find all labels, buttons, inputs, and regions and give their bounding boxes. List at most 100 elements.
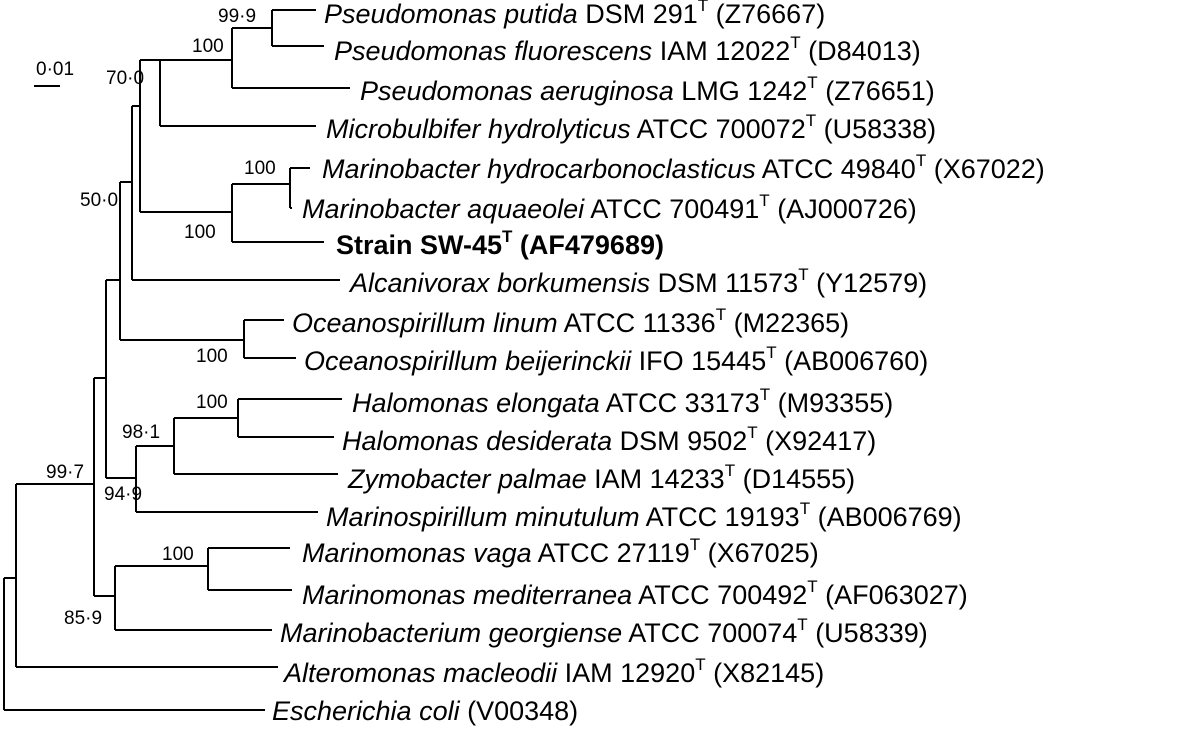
taxon-label: Escherichia coli (V00348) [272,696,578,726]
taxon-label: Marinospirillum minutulum ATCC 19193T (A… [326,499,962,532]
taxon-strain: ATCC 700072 [631,114,806,144]
taxon-genus: Zymobacter palmae [347,464,587,494]
taxon-label: Marinomonas vaga ATCC 27119T (X67025) [302,535,819,568]
type-strain-mark: T [725,461,735,480]
taxon-accession: (AB006760) [777,346,929,376]
bootstrap-label: 100 [192,36,224,57]
type-strain-mark: T [798,265,808,284]
type-strain-mark: T [807,73,817,92]
taxon-genus: Halomonas desiderata [342,426,612,456]
scale-bar-label: 0·01 [36,59,74,80]
taxon-accession: (AB006769) [810,502,962,532]
type-strain-mark: T [790,33,800,52]
bootstrap-label: 98·1 [122,422,160,443]
taxon-label: Pseudomonas aeruginosa LMG 1242T (Z76651… [360,73,935,106]
taxon-strain: IAM 12920 [557,658,695,688]
taxon-label: Halomonas elongata ATCC 33173T (M93355) [352,385,893,418]
taxon-strain: ATCC 11336 [558,308,716,338]
bootstrap-label: 70·0 [106,68,144,89]
taxon-accession: (X92417) [758,426,877,456]
taxon-accession: (U58338) [816,114,936,144]
taxon-accession: (X67022) [926,154,1045,184]
taxon-genus: Halomonas elongata [352,388,600,418]
taxon-strain: ATCC 700074 [622,618,797,648]
taxon-label: Pseudomonas putida DSM 291T (Z76667) [324,0,825,29]
taxon-accession: (D14555) [735,464,855,494]
taxon-genus: Oceanospirillum linum [292,308,558,338]
taxon-label: Alteromonas macleodii IAM 12920T (X82145… [282,655,824,688]
taxon-accession: (X82145) [706,658,825,688]
type-strain-mark: T [698,0,708,15]
taxon-strain: DSM 9502 [612,426,747,456]
taxon-accession: (D84013) [801,36,921,66]
bootstrap-label: 85·9 [64,608,102,629]
scale-bar: 0·01 [34,59,74,87]
taxon-strain: IFO 15445 [631,346,766,376]
taxon-genus: Pseudomonas fluorescens [334,36,652,66]
taxon-genus: Marinospirillum minutulum [326,502,640,532]
taxon-label-sw45: Strain SW-45T (AF479689) [336,227,664,260]
type-strain-mark: T [716,305,726,324]
bootstrap-label: 100 [244,158,276,179]
taxon-label: Marinobacter hydrocarbonoclasticus ATCC … [322,151,1045,184]
taxon-genus: Marinomonas vaga [302,538,532,568]
taxon-accession: (AF479689) [512,230,664,260]
type-strain-mark: T [800,499,810,518]
taxon-accession: (AJ000726) [770,194,917,224]
taxon-accession: (Z76667) [708,0,825,29]
taxon-genus: Alcanivorax borkumensis [348,268,650,298]
taxon-genus: Marinomonas mediterranea [302,580,632,610]
bootstrap-label: 50·0 [80,190,118,211]
type-strain-mark: T [797,615,807,634]
type-strain-mark: T [747,423,757,442]
taxon-label: Marinobacter aquaeolei ATCC 700491T (AJ0… [302,191,917,224]
taxon-label: Zymobacter palmae IAM 14233T (D14555) [347,461,855,494]
taxon-label: Oceanospirillum beijerinckii IFO 15445T … [304,343,928,376]
taxon-strain: DSM 291 [578,0,698,29]
taxon-accession: (M22365) [726,308,849,338]
taxon-label: Marinomonas mediterranea ATCC 700492T (A… [302,577,968,610]
type-strain-mark: T [759,191,769,210]
taxon-accession: (Y12579) [809,268,928,298]
taxon-accession: (M93355) [770,388,893,418]
type-strain-mark: T [916,151,926,170]
type-strain-mark: T [806,111,816,130]
bootstrap-label: 100 [196,392,228,413]
taxon-strain: ATCC 19193 [640,502,800,532]
taxon-label: Alcanivorax borkumensis DSM 11573T (Y125… [348,265,927,298]
bootstrap-label: 99·9 [218,6,256,27]
type-strain-mark: T [690,535,700,554]
taxon-genus: Alteromonas macleodii [282,658,558,688]
taxon-strain: DSM 11573 [650,268,798,298]
taxon-accession: (X67025) [700,538,819,568]
taxon-labels: Pseudomonas putida DSM 291T (Z76667) Pse… [272,0,1045,726]
taxon-genus: Marinobacterium georgiense [280,618,622,648]
taxon-genus: Oceanospirillum beijerinckii [304,346,632,376]
taxon-label: Microbulbifer hydrolyticus ATCC 700072T … [326,111,936,144]
taxon-accession: (AF063027) [818,580,968,610]
taxon-strain: ATCC 700491 [584,194,759,224]
taxon-strain: IAM 14233 [587,464,725,494]
bootstrap-values: 99·9 100 70·0 100 100 50·0 100 100 98·1 … [46,6,276,629]
taxon-strain: ATCC 49840 [756,154,916,184]
bootstrap-label: 100 [162,544,194,565]
type-strain-mark: T [502,227,513,246]
bootstrap-label: 94·9 [104,484,142,505]
taxon-strain: ATCC 700492 [632,580,807,610]
taxon-genus: Pseudomonas putida [324,0,578,29]
taxon-label: Oceanospirillum linum ATCC 11336T (M2236… [292,305,849,338]
taxon-strain: ATCC 27119 [532,538,690,568]
taxon-strain: ATCC 33173 [600,388,760,418]
taxon-strain: LMG 1242 [674,76,808,106]
taxon-strain: IAM 12022 [652,36,790,66]
taxon-label: Halomonas desiderata DSM 9502T (X92417) [342,423,876,456]
taxon-label: Marinobacterium georgiense ATCC 700074T … [280,615,928,648]
type-strain-mark: T [695,655,705,674]
tree-branches [3,9,350,711]
taxon-strain: Strain SW-45 [336,230,502,260]
taxon-genus: Escherichia coli [272,696,461,726]
bootstrap-label: 100 [196,346,228,367]
type-strain-mark: T [766,343,776,362]
taxon-genus: Marinobacter aquaeolei [302,194,585,224]
taxon-accession: (Z76651) [818,76,935,106]
